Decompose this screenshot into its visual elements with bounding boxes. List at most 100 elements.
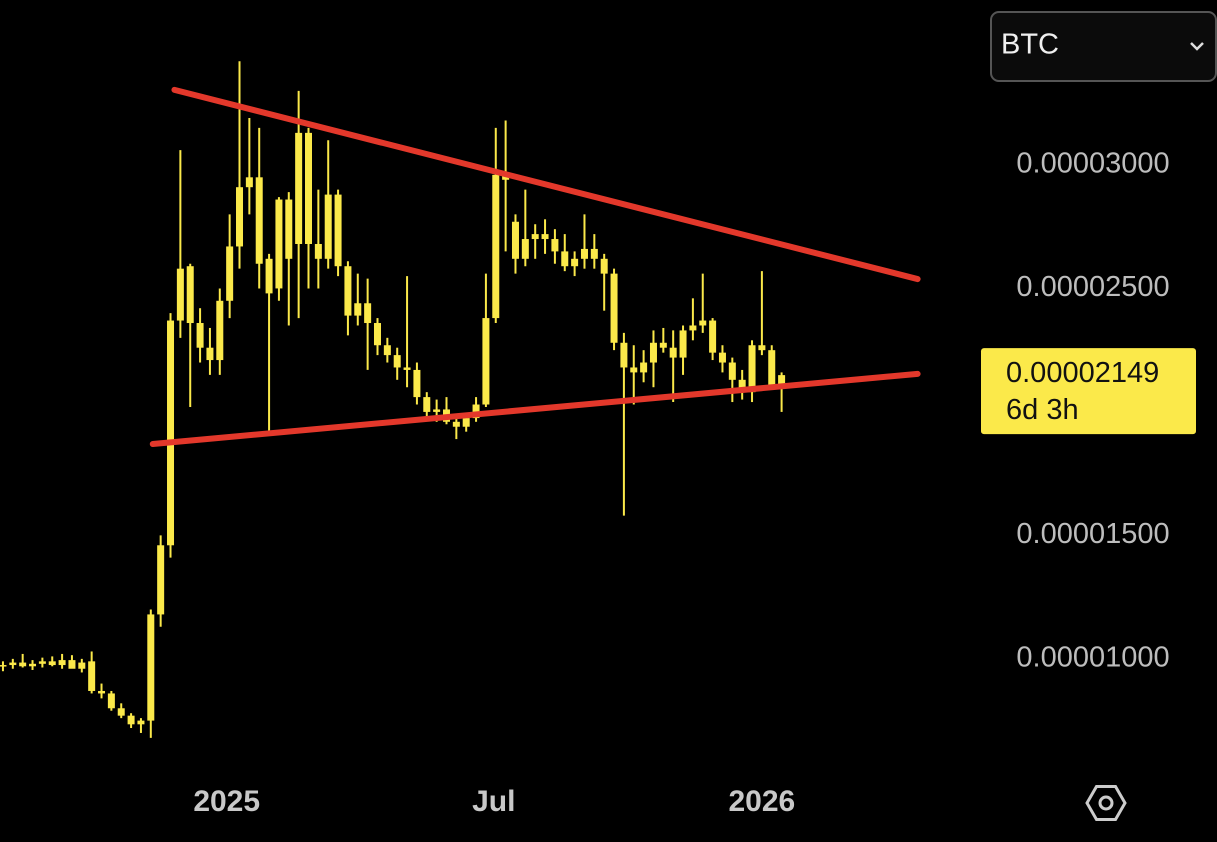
candle-body (423, 397, 431, 412)
candle-body (157, 545, 165, 615)
candle-body (295, 132, 303, 244)
y-tick-label: 0.00001000 (1016, 642, 1169, 674)
candle-body (167, 320, 175, 546)
candle-body (216, 300, 224, 361)
x-tick-label: 2025 (193, 785, 260, 818)
candle-body (541, 234, 549, 240)
candle-body (571, 258, 579, 267)
candle-body (117, 708, 125, 716)
candle-body (768, 350, 776, 385)
candle-body (433, 409, 441, 412)
candle-body (107, 693, 115, 709)
x-tick-label: Jul (472, 785, 515, 818)
candle-body (561, 251, 569, 267)
candle-body (551, 239, 559, 252)
candle-body (482, 318, 490, 405)
candle-body (226, 246, 234, 301)
candle-body (314, 243, 322, 259)
trend-line (149, 370, 921, 448)
candle-body (196, 323, 204, 348)
candle-body (9, 662, 17, 666)
candle-body (255, 177, 263, 264)
candle-body (630, 367, 638, 373)
select-box[interactable] (990, 11, 1217, 82)
candle-body (373, 323, 381, 346)
candle-body (68, 660, 76, 669)
candle-body (649, 342, 657, 363)
settings-button[interactable] (1085, 785, 1127, 821)
candle-body (58, 660, 66, 666)
candle-body (738, 379, 746, 393)
candle-body (600, 258, 608, 274)
candle-body (305, 132, 313, 244)
trend-line (171, 86, 921, 283)
candle-body (127, 715, 135, 725)
candle-body (88, 661, 96, 691)
candle-body (147, 614, 155, 721)
candle-body (462, 418, 470, 427)
symbol-select[interactable]: BTC (990, 11, 1217, 82)
candle-body (502, 174, 510, 180)
candle-body (265, 258, 273, 294)
candle-body (275, 199, 283, 289)
candle-body (236, 187, 244, 247)
candle-body (758, 345, 766, 351)
candle-body (0, 665, 7, 667)
y-tick-label: 0.00003000 (1016, 148, 1169, 180)
candle-body (19, 662, 27, 667)
candle-body (580, 248, 588, 259)
candle-body (137, 720, 145, 725)
candle-body (521, 239, 529, 259)
candle-body (98, 690, 106, 694)
candle-body (699, 320, 707, 326)
candle-body (78, 662, 86, 669)
candle-body (610, 273, 618, 343)
candle-body (285, 199, 293, 259)
gear-center[interactable] (1098, 795, 1114, 811)
price-tag-box (981, 348, 1196, 435)
candle-body (393, 355, 401, 368)
candle-body (472, 404, 480, 419)
x-tick-label: 2026 (729, 785, 796, 818)
candle-body (748, 345, 756, 393)
candle-body (620, 342, 628, 368)
candle-body (334, 194, 342, 267)
candle-body (176, 268, 184, 321)
candle-body (590, 248, 598, 259)
candle-body (452, 421, 460, 427)
candle-body (669, 347, 677, 358)
price-tag-label: 0.00002149 (1006, 357, 1159, 389)
candle-body (778, 375, 786, 385)
candle-body (718, 352, 726, 363)
candle-body (640, 362, 648, 373)
candle-body (403, 367, 411, 370)
price-tag-countdown: 6d 3h (1006, 394, 1079, 426)
candle-body (659, 342, 667, 348)
candle-body (383, 345, 391, 356)
candle-body (324, 194, 332, 259)
chevron-icon[interactable] (1190, 42, 1204, 51)
candle-body (354, 303, 362, 316)
candle-body (38, 661, 46, 664)
candle-body (245, 177, 253, 188)
price-tag: 0.00002149 6d 3h (981, 348, 1196, 435)
candle-body (511, 221, 519, 259)
candle-body (728, 362, 736, 380)
candle-body (364, 303, 372, 324)
candle-body (29, 663, 37, 667)
y-tick-label: 0.00002500 (1016, 271, 1169, 303)
candle-body (531, 234, 539, 240)
candle-body (186, 266, 194, 324)
candle-body (206, 347, 214, 361)
candle-body (709, 320, 717, 353)
candle-body (413, 369, 421, 398)
candle-body (492, 174, 500, 319)
symbol-label[interactable]: BTC (1001, 29, 1059, 61)
candle-body (48, 661, 56, 666)
candle-body (689, 325, 697, 331)
hexagon-icon[interactable] (1085, 785, 1127, 821)
candle-body (679, 330, 687, 358)
y-tick-label: 0.00001500 (1016, 518, 1169, 550)
